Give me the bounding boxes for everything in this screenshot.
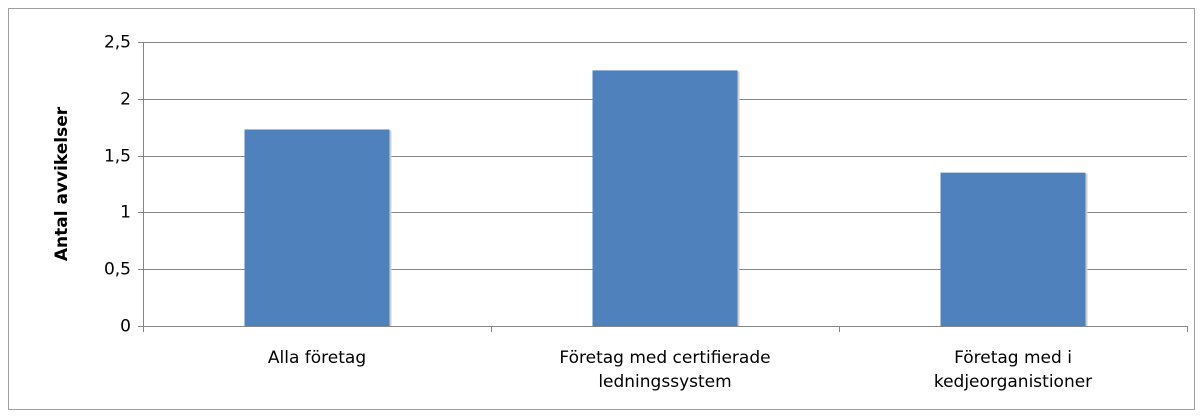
y-tick-label: 2 [120,90,131,110]
x-tick-label: Företag med certifierade ledningssystem [559,348,771,392]
y-tick-label: 1,5 [104,147,131,167]
bar [592,70,738,327]
y-tick-label: 0 [120,317,131,337]
x-tick-label: Företag med i kedjeorganistioner [933,348,1093,392]
bar [244,129,390,326]
y-axis-label: Antal avvikelser [52,106,72,261]
x-tick-label: Alla företag [267,348,367,368]
y-tick-label: 0,5 [104,260,131,280]
bar [940,172,1086,326]
y-tick-label: 2,5 [104,33,131,53]
y-tick-label: 1 [120,203,131,223]
